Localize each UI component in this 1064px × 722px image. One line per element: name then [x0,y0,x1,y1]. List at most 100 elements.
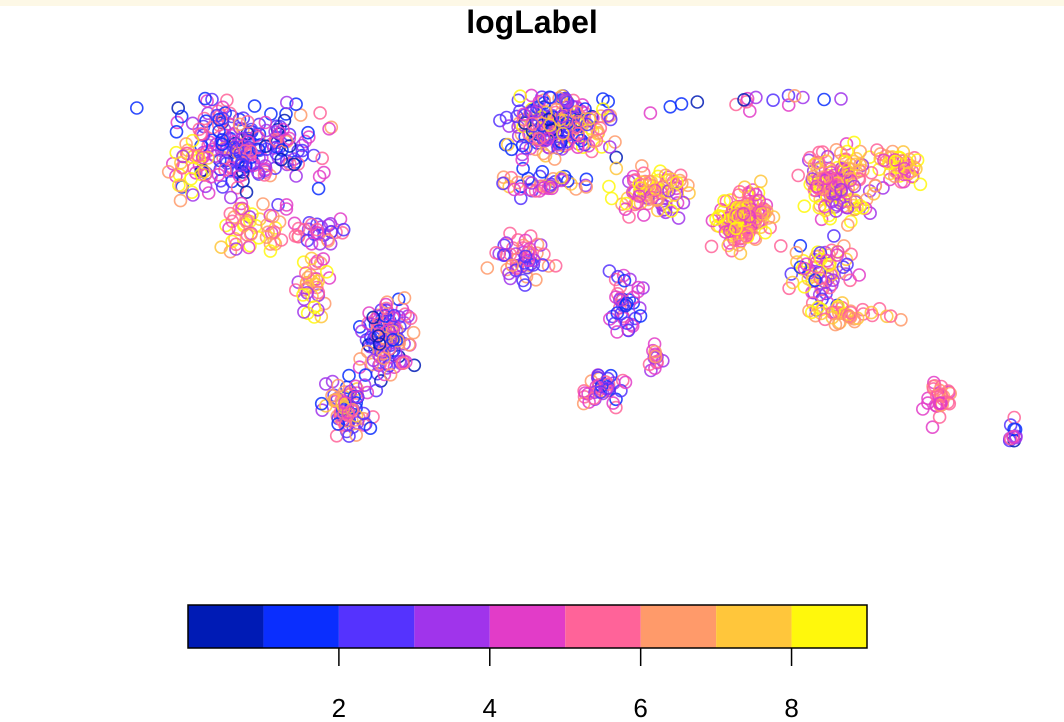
data-point-north-america [301,130,316,144]
data-point-us-west-coast [161,165,176,179]
data-point-southeast-asia [822,257,836,272]
data-point-china [819,154,833,168]
data-point-north-america [295,143,310,158]
data-point-china [797,199,812,213]
data-point-mexico-central-america [251,231,266,245]
data-point-europe [582,112,597,126]
data-point-east-africa [633,309,648,323]
data-point-southern-africa [601,371,615,386]
data-point-north-america [215,137,229,152]
data-point-mexico-central-america [228,231,242,246]
data-point-china [829,143,844,157]
data-point-us-west-coast [179,137,193,151]
data-point-north-africa [579,172,594,187]
colorbar-segment-5 [489,605,566,648]
data-point-us-west-coast [176,149,190,164]
data-point-north-america [251,165,265,180]
data-point-southern-cone [349,428,364,442]
data-point-china [803,150,817,165]
data-point-north-america [275,143,289,157]
data-point-north-america [240,115,255,129]
data-point-north-america [322,122,336,136]
data-point-mexico-central-america [260,218,274,232]
data-point-southeast-asia [827,229,841,243]
colorbar-tick-label-8: 8 [784,693,798,722]
data-point-middle-east [604,191,619,206]
data-point-russia-north [834,92,848,106]
data-point-north-america [324,120,339,135]
data-point-europe [531,132,546,146]
data-point-europe [609,150,624,165]
data-point-north-america [313,106,327,120]
data-point-middle-east [630,195,645,210]
data-point-china [849,194,863,208]
data-point-north-america [274,152,289,167]
data-point-europe [529,104,544,118]
data-point-middle-east [634,159,649,173]
data-point-southeast-asia [839,252,854,267]
data-point-southeast-asia [773,239,788,253]
data-point-east-africa [631,280,646,295]
data-point-north-america [198,91,212,106]
data-point-australia-east [942,396,957,411]
colorbar-segment-6 [565,605,641,648]
data-point-new-zealand [1004,431,1018,446]
data-point-mexico-central-america [279,202,294,216]
data-point-north-africa [569,182,583,196]
data-point-east-africa [636,281,650,295]
data-point-mexico-central-america [223,206,238,221]
data-point-us-west-coast [191,148,205,163]
data-point-andes-colombia [321,234,335,248]
data-point-north-america [259,142,274,156]
data-point-southern-africa [614,383,628,398]
data-point-china [791,168,806,183]
data-point-east-africa [620,316,635,331]
data-point-north-africa [510,175,525,190]
data-point-russia-north [787,89,802,103]
data-point-europe [569,105,584,119]
data-point-europe [575,140,590,154]
data-point-southern-cone [350,389,365,404]
data-point-north-america [201,186,216,200]
data-point-southern-cone [315,403,330,418]
data-point-new-zealand [1007,410,1022,425]
data-point-north-america [215,133,229,147]
data-point-north-africa [528,184,543,198]
data-point-brazil [377,351,391,366]
data-point-russia-north [690,95,705,109]
data-point-new-zealand [1006,430,1020,444]
data-point-india [712,210,727,224]
data-point-east-africa [608,272,623,287]
data-point-middle-east [658,205,673,220]
data-point-west-africa [529,272,543,287]
data-point-europe [596,92,610,106]
data-point-india [761,211,776,225]
data-point-caribbean [291,221,306,236]
data-point-china [823,162,838,176]
data-point-madagascar [648,349,663,364]
data-point-southeast-asia [815,292,829,307]
data-point-europe [552,112,567,127]
data-point-india [758,225,773,240]
data-point-north-america [215,180,230,194]
data-point-europe [556,126,570,141]
data-point-north-america [241,135,255,149]
data-point-west-africa [480,261,495,275]
data-point-north-america [239,185,254,199]
data-point-north-africa [513,182,528,196]
data-point-japan-korea [887,169,902,184]
data-point-north-america [238,144,252,158]
data-point-japan-korea [868,179,883,193]
data-point-southeast-asia [785,275,800,290]
data-point-europe [555,109,570,124]
data-point-brazil [371,329,386,343]
data-point-australia-east [925,420,940,435]
data-point-southern-cone [331,378,346,393]
data-point-andes-colombia [313,237,327,251]
data-point-japan-korea [902,166,917,180]
data-point-middle-east [650,203,665,218]
data-point-europe [519,141,533,155]
data-point-north-america [213,162,228,176]
data-point-middle-east [664,204,679,218]
data-point-us-west-coast [186,188,200,202]
